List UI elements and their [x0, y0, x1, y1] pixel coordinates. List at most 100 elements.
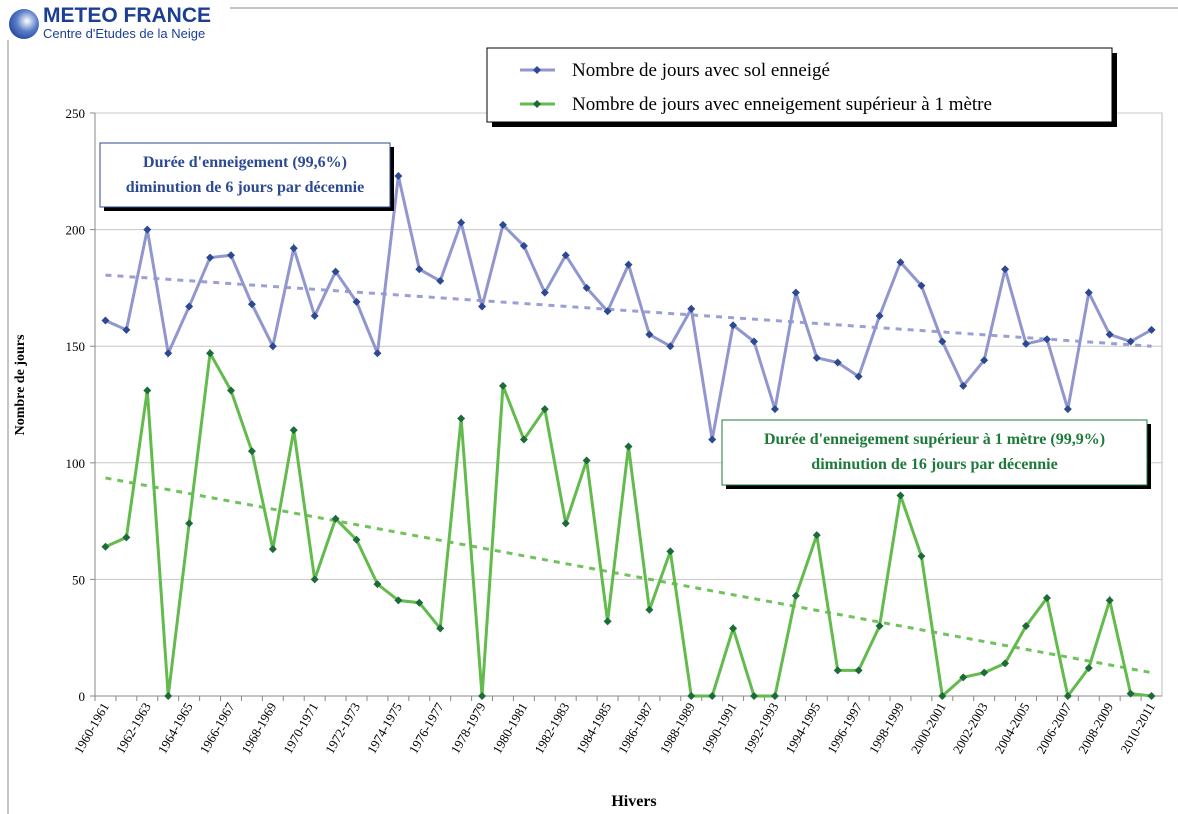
data-point	[666, 342, 675, 351]
legend-marker	[533, 66, 541, 74]
data-point	[875, 622, 884, 631]
data-point	[352, 297, 361, 306]
data-point	[373, 580, 382, 589]
data-point	[1022, 622, 1031, 631]
x-tick-label: 1960-1961	[71, 700, 112, 756]
data-point	[687, 692, 696, 700]
annotation-text: diminution de 16 jours par décennie	[811, 456, 1057, 473]
data-point	[185, 302, 194, 311]
data-point	[791, 591, 800, 600]
data-point	[164, 349, 173, 358]
data-point	[1147, 325, 1156, 334]
y-tick-label: 250	[66, 106, 86, 121]
data-point	[436, 276, 445, 285]
data-point	[457, 218, 466, 227]
data-point	[331, 267, 340, 276]
trend-line	[105, 476, 1152, 675]
data-point	[143, 225, 152, 234]
x-tick-label: 1986-1987	[615, 700, 656, 757]
data-point	[394, 171, 403, 180]
data-point	[770, 405, 779, 414]
data-point	[226, 251, 235, 260]
data-point	[122, 533, 131, 542]
data-point	[352, 535, 361, 544]
data-point	[896, 491, 905, 500]
data-point	[812, 353, 821, 362]
data-point	[101, 542, 110, 551]
logo-name: METEO FRANCE	[43, 4, 211, 27]
data-point	[917, 281, 926, 290]
data-point	[645, 330, 654, 339]
x-tick-label: 2004-2005	[991, 700, 1032, 756]
data-point	[1084, 664, 1093, 673]
data-point	[1105, 330, 1114, 339]
data-point	[310, 311, 319, 320]
data-point	[854, 372, 863, 381]
data-point	[540, 405, 549, 414]
x-tick-label: 1998-1999	[866, 700, 907, 756]
series-line	[104, 175, 1153, 440]
x-tick-label: 1972-1973	[322, 700, 363, 756]
data-point	[645, 605, 654, 614]
data-point	[750, 692, 759, 700]
data-point	[980, 668, 989, 677]
y-tick-label: 150	[66, 339, 86, 354]
annotation-text: diminution de 6 jours par décennie	[126, 179, 364, 196]
data-point	[226, 386, 235, 395]
data-point	[457, 414, 466, 423]
data-point	[875, 311, 884, 320]
data-point	[938, 337, 947, 346]
data-point	[519, 241, 528, 250]
data-point	[415, 598, 424, 607]
data-point	[373, 349, 382, 358]
x-tick-label: 2002-2003	[950, 700, 991, 756]
data-point	[959, 673, 968, 682]
x-tick-label: 1978-1979	[447, 700, 488, 756]
x-tick-label: 1976-1977	[406, 700, 447, 757]
x-tick-label: 1982-1983	[531, 700, 572, 756]
data-point	[896, 258, 905, 267]
data-point	[708, 435, 717, 444]
data-point	[1063, 692, 1072, 700]
data-point	[310, 575, 319, 584]
data-point	[833, 358, 842, 367]
data-point	[980, 356, 989, 365]
data-point	[1126, 689, 1135, 698]
x-tick-label: 2006-2007	[1033, 700, 1074, 757]
data-point	[708, 692, 717, 700]
x-tick-label: 1990-1991	[699, 700, 740, 756]
x-tick-label: 1980-1981	[489, 700, 530, 756]
data-point	[478, 692, 487, 700]
data-point	[331, 514, 340, 523]
annotation-box	[99, 142, 391, 208]
x-tick-label: 1994-1995	[782, 700, 823, 756]
data-point	[938, 692, 947, 700]
annotation: Durée d'enneigement supérieur à 1 mètre …	[721, 419, 1151, 489]
legend-label: Nombre de jours avec enneigement supérie…	[572, 94, 992, 115]
x-tick-label: 2008-2009	[1075, 700, 1116, 756]
y-axis-title: Nombre de jours	[13, 334, 28, 435]
annotation-text: Durée d'enneigement supérieur à 1 mètre …	[764, 431, 1105, 448]
data-point	[436, 624, 445, 633]
legend-marker	[533, 100, 541, 108]
data-point	[394, 596, 403, 605]
data-point	[247, 300, 256, 309]
data-point	[247, 447, 256, 456]
data-point	[1147, 692, 1156, 700]
y-tick-label: 0	[79, 689, 86, 704]
data-point	[791, 288, 800, 297]
data-point	[1084, 288, 1093, 297]
data-point	[206, 253, 215, 262]
x-tick-label: 1992-1993	[740, 700, 781, 756]
data-point	[498, 381, 507, 390]
data-point	[1063, 405, 1072, 414]
data-point	[540, 288, 549, 297]
data-point	[624, 442, 633, 451]
x-tick-label: 1996-1997	[824, 700, 865, 757]
x-tick-label: 1964-1965	[155, 700, 196, 756]
data-point	[289, 244, 298, 253]
data-point	[415, 265, 424, 274]
data-point	[1105, 596, 1114, 605]
annotation: Durée d'enneigement (99,6%) diminution de…	[99, 142, 394, 211]
